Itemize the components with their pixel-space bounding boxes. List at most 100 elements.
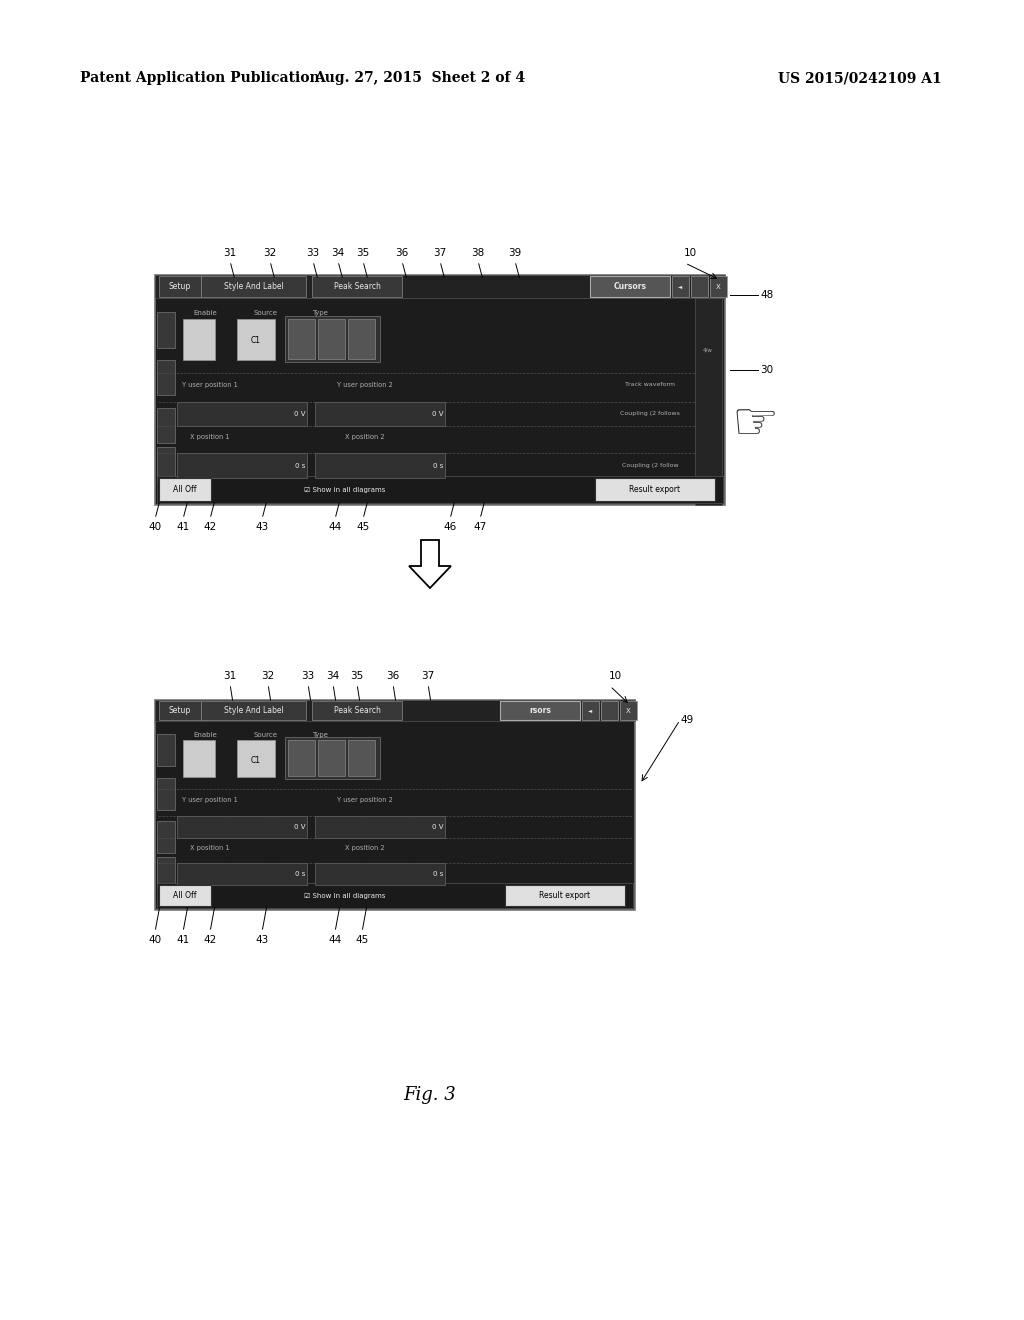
Bar (710, 276, 727, 297)
Bar (183, 318, 215, 359)
Bar (177, 453, 307, 478)
Bar (157, 360, 175, 395)
Text: 31: 31 (223, 671, 237, 681)
Text: 34: 34 (332, 248, 345, 257)
Text: 49: 49 (680, 715, 693, 725)
Text: Result export: Result export (630, 484, 681, 494)
Text: Enable: Enable (194, 733, 217, 738)
Text: X position 1: X position 1 (190, 434, 229, 440)
Bar (288, 739, 315, 776)
Bar (691, 276, 708, 297)
Text: C1: C1 (251, 337, 261, 346)
Text: 46: 46 (443, 521, 457, 532)
Text: Y user position 2: Y user position 2 (337, 797, 393, 804)
Text: 0 s: 0 s (295, 871, 305, 876)
Bar (157, 821, 175, 853)
Bar (348, 739, 375, 776)
Bar (348, 318, 375, 359)
Text: 43: 43 (255, 935, 268, 945)
Text: Source: Source (253, 733, 278, 738)
Text: 4/w: 4/w (703, 347, 713, 352)
Bar (157, 734, 175, 767)
Bar (695, 298, 722, 506)
Bar (237, 739, 275, 777)
Text: ☞: ☞ (731, 399, 778, 450)
Bar (157, 408, 175, 444)
Text: 44: 44 (329, 935, 342, 945)
Text: Peak Search: Peak Search (334, 282, 381, 292)
Bar (595, 478, 715, 502)
Bar (318, 318, 345, 359)
Bar (312, 701, 402, 719)
Text: 31: 31 (223, 248, 237, 257)
Bar (157, 313, 175, 347)
Bar (500, 701, 580, 719)
Bar (285, 737, 380, 779)
Bar (285, 315, 380, 362)
Text: Result export: Result export (540, 891, 591, 900)
Bar (582, 701, 599, 719)
Bar (672, 276, 689, 297)
Bar (155, 275, 725, 506)
Text: Coupling (2 follow: Coupling (2 follow (622, 463, 678, 469)
Text: 10: 10 (683, 248, 696, 257)
Text: X position 2: X position 2 (345, 845, 385, 850)
Text: Type: Type (312, 310, 328, 317)
Text: Peak Search: Peak Search (334, 706, 381, 715)
Text: 0 V: 0 V (294, 411, 305, 417)
Text: 37: 37 (421, 671, 434, 681)
Text: ☑ Show in all diagrams: ☑ Show in all diagrams (304, 487, 386, 492)
Text: 44: 44 (329, 521, 342, 532)
Bar (157, 777, 175, 810)
Text: 0 V: 0 V (431, 411, 443, 417)
Text: 40: 40 (148, 521, 162, 532)
Text: Style And Label: Style And Label (223, 282, 284, 292)
Bar (288, 318, 315, 359)
Text: All Off: All Off (173, 484, 197, 494)
Bar (601, 701, 618, 719)
Text: 47: 47 (473, 521, 486, 532)
Text: X: X (626, 708, 631, 714)
Bar (155, 700, 635, 721)
Text: 39: 39 (508, 248, 521, 257)
FancyArrow shape (409, 540, 451, 587)
Bar (157, 447, 175, 482)
Text: 42: 42 (204, 521, 217, 532)
Text: US 2015/0242109 A1: US 2015/0242109 A1 (778, 71, 942, 84)
Text: Aug. 27, 2015  Sheet 2 of 4: Aug. 27, 2015 Sheet 2 of 4 (314, 71, 525, 84)
Text: 36: 36 (395, 248, 409, 257)
Text: 36: 36 (386, 671, 399, 681)
Text: 35: 35 (350, 671, 364, 681)
Text: Style And Label: Style And Label (223, 706, 284, 715)
Text: All Off: All Off (173, 891, 197, 900)
Bar (159, 886, 211, 906)
Bar (315, 401, 445, 426)
Text: Y user position 1: Y user position 1 (182, 381, 238, 388)
Bar (318, 739, 345, 776)
Bar (315, 863, 445, 886)
Bar (183, 739, 215, 777)
Text: 41: 41 (176, 935, 189, 945)
Text: 32: 32 (263, 248, 276, 257)
Bar (201, 276, 306, 297)
Text: Y user position 1: Y user position 1 (182, 797, 238, 804)
Text: ◄: ◄ (588, 709, 592, 713)
Text: 45: 45 (355, 935, 369, 945)
Bar (159, 478, 211, 502)
Bar (177, 863, 307, 886)
Text: Setup: Setup (169, 282, 191, 292)
Bar (315, 453, 445, 478)
Text: rsors: rsors (529, 706, 551, 715)
Text: Type: Type (312, 733, 328, 738)
Bar (177, 816, 307, 838)
Text: Setup: Setup (169, 706, 191, 715)
Text: Enable: Enable (194, 310, 217, 317)
Bar (312, 276, 402, 297)
Text: Track waveform: Track waveform (625, 383, 675, 388)
Text: Cursors: Cursors (613, 282, 646, 292)
Bar (157, 883, 633, 908)
Text: 35: 35 (356, 248, 370, 257)
Text: 43: 43 (255, 521, 268, 532)
Bar (620, 701, 637, 719)
Text: 0 s: 0 s (432, 463, 443, 469)
